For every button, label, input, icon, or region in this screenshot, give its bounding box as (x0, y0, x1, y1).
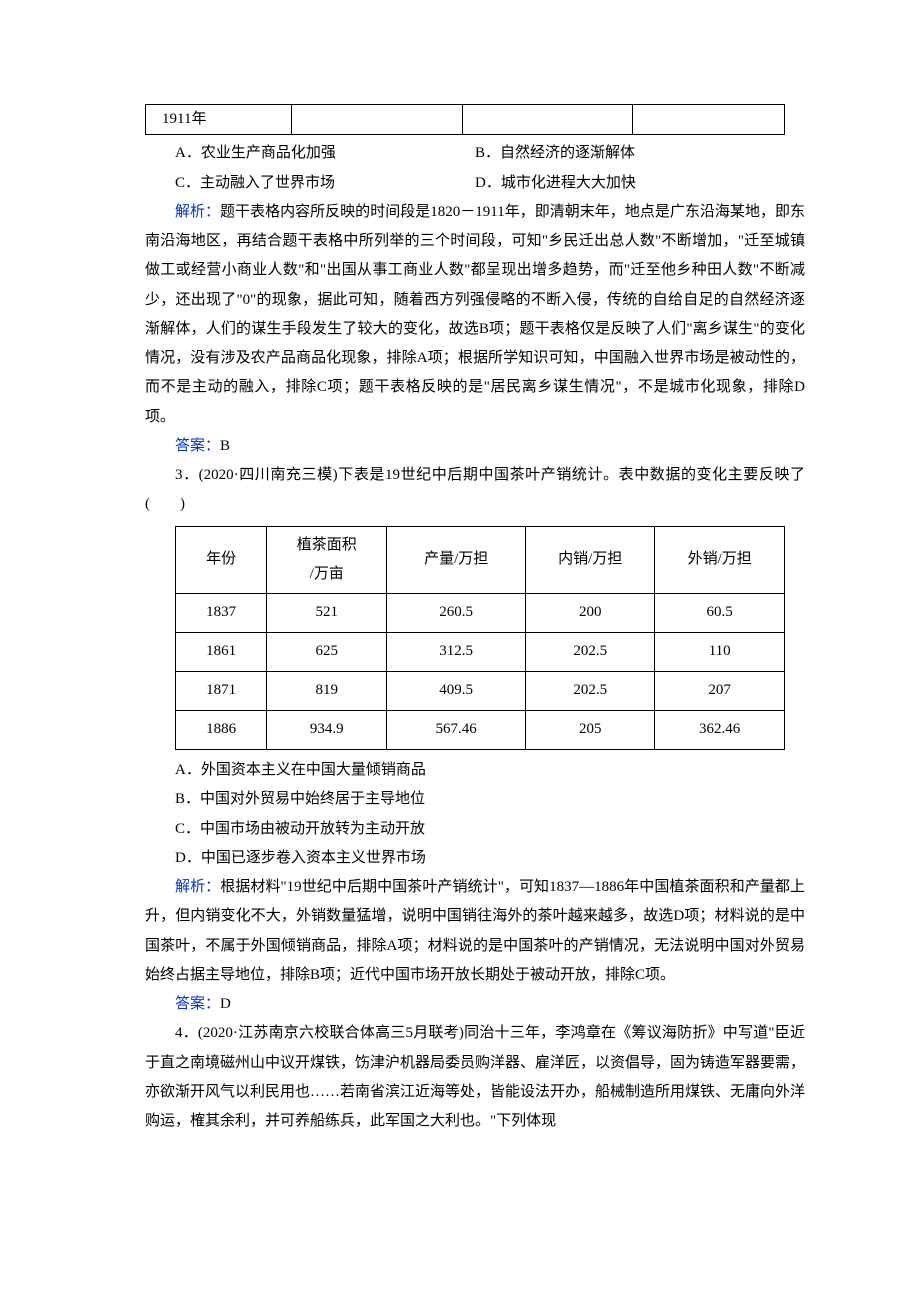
q3-options: A．外国资本主义在中国大量倾销商品 B．中国对外贸易中始终居于主导地位 C．中国… (115, 756, 805, 873)
table-row: 1886 934.9 567.46 205 362.46 (176, 711, 785, 750)
answer-label: 答案： (175, 996, 220, 1012)
cell: 207 (655, 672, 785, 711)
table-row: 1871 819 409.5 202.5 207 (176, 672, 785, 711)
option-c: C．中国市场由被动开放转为主动开放 (175, 815, 805, 844)
q3-answer: 答案：D (115, 990, 805, 1019)
table-row: 1837 521 260.5 200 60.5 (176, 594, 785, 633)
migration-table-fragment: 1911年 (145, 104, 785, 135)
option-b: B．自然经济的逐渐解体 (475, 139, 775, 168)
cell: 362.46 (655, 711, 785, 750)
q2-answer: 答案：B (115, 432, 805, 461)
tea-stats-table: 年份 植茶面积 /万亩 产量/万担 内销/万担 外销/万担 1837 521 2… (175, 526, 785, 751)
cell: 625 (267, 633, 387, 672)
cell: 60.5 (655, 594, 785, 633)
col-output: 产量/万担 (387, 526, 526, 594)
cell: 205 (526, 711, 655, 750)
answer-text: B (220, 438, 230, 454)
table-row: 1861 625 312.5 202.5 110 (176, 633, 785, 672)
col-export: 外销/万担 (655, 526, 785, 594)
answer-text: D (220, 996, 231, 1012)
analysis-text: 根据材料"19世纪中后期中国茶叶产销统计"，可知1837—1886年中国植茶面积… (145, 879, 805, 983)
option-a: A．外国资本主义在中国大量倾销商品 (175, 756, 805, 785)
option-c: C．主动融入了世界市场 (175, 169, 475, 198)
cell: 202.5 (526, 633, 655, 672)
cell: 260.5 (387, 594, 526, 633)
cell: 567.46 (387, 711, 526, 750)
cell: 110 (655, 633, 785, 672)
empty-cell (633, 105, 785, 135)
cell: 1871 (176, 672, 267, 711)
analysis-text: 题干表格内容所反映的时间段是1820－1911年，即清朝末年，地点是广东沿海某地… (145, 204, 805, 425)
option-row: C．主动融入了世界市场 D．城市化进程大大加快 (175, 169, 805, 198)
analysis-label: 解析： (175, 204, 220, 220)
cell: 521 (267, 594, 387, 633)
analysis-label: 解析： (175, 879, 220, 895)
year-cell: 1911年 (146, 105, 292, 135)
q3-analysis: 解析：根据材料"19世纪中后期中国茶叶产销统计"，可知1837—1886年中国植… (115, 873, 805, 990)
cell: 200 (526, 594, 655, 633)
table-row: 1911年 (146, 105, 785, 135)
cell: 934.9 (267, 711, 387, 750)
empty-cell (292, 105, 463, 135)
option-d: D．中国已逐步卷入资本主义世界市场 (175, 844, 805, 873)
q2-analysis: 解析：题干表格内容所反映的时间段是1820－1911年，即清朝末年，地点是广东沿… (115, 198, 805, 432)
option-d: D．城市化进程大大加快 (475, 169, 775, 198)
col-area: 植茶面积 /万亩 (267, 526, 387, 594)
cell: 312.5 (387, 633, 526, 672)
cell: 1837 (176, 594, 267, 633)
option-a: A．农业生产商品化加强 (175, 139, 475, 168)
q2-options: A．农业生产商品化加强 B．自然经济的逐渐解体 C．主动融入了世界市场 D．城市… (115, 139, 805, 198)
option-row: A．农业生产商品化加强 B．自然经济的逐渐解体 (175, 139, 805, 168)
empty-cell (462, 105, 633, 135)
cell: 202.5 (526, 672, 655, 711)
option-b: B．中国对外贸易中始终居于主导地位 (175, 785, 805, 814)
col-year: 年份 (176, 526, 267, 594)
q4-stem: 4．(2020·江苏南京六校联合体高三5月联考)同治十三年，李鸿章在《筹议海防折… (115, 1019, 805, 1136)
q3-stem: 3．(2020·四川南充三模)下表是19世纪中后期中国茶叶产销统计。表中数据的变… (115, 461, 805, 520)
cell: 1886 (176, 711, 267, 750)
cell: 1861 (176, 633, 267, 672)
col-domestic: 内销/万担 (526, 526, 655, 594)
cell: 409.5 (387, 672, 526, 711)
table-header-row: 年份 植茶面积 /万亩 产量/万担 内销/万担 外销/万担 (176, 526, 785, 594)
cell: 819 (267, 672, 387, 711)
answer-label: 答案： (175, 438, 220, 454)
